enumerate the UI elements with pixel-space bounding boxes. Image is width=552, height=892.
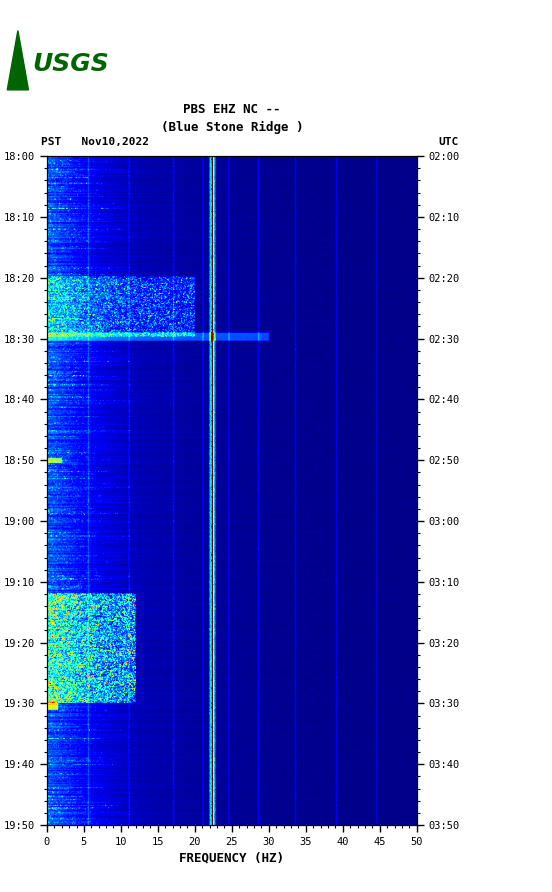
Text: PBS EHZ NC --: PBS EHZ NC -- (183, 103, 280, 116)
Text: PST   Nov10,2022: PST Nov10,2022 (41, 137, 150, 147)
Text: UTC: UTC (439, 137, 459, 147)
Text: USGS: USGS (32, 53, 109, 77)
Text: (Blue Stone Ridge ): (Blue Stone Ridge ) (161, 120, 303, 134)
Polygon shape (7, 30, 29, 90)
X-axis label: FREQUENCY (HZ): FREQUENCY (HZ) (179, 851, 284, 864)
